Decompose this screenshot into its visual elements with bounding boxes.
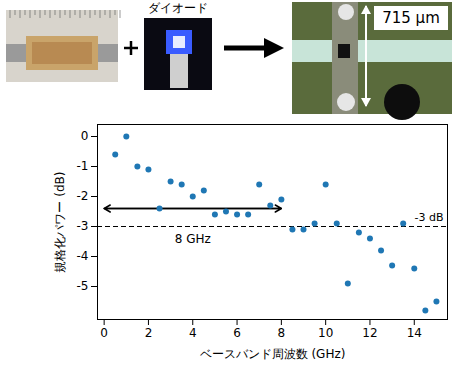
svg-text:-3 dB: -3 dB — [415, 211, 444, 224]
svg-text:-2: -2 — [77, 189, 89, 203]
svg-text:2: 2 — [145, 326, 153, 340]
svg-text:8 GHz: 8 GHz — [175, 232, 211, 246]
svg-text:0: 0 — [100, 326, 108, 340]
svg-text:4: 4 — [189, 326, 197, 340]
svg-text:8: 8 — [278, 326, 286, 340]
svg-text:0: 0 — [81, 129, 89, 143]
svg-text:-3: -3 — [77, 219, 89, 233]
svg-text:ダイオード: ダイオード — [148, 1, 208, 15]
svg-text:-1: -1 — [77, 159, 89, 173]
svg-text:10: 10 — [318, 326, 333, 340]
svg-text:-4: -4 — [77, 249, 89, 263]
svg-text:715 µm: 715 µm — [382, 9, 440, 27]
svg-text:12: 12 — [362, 326, 377, 340]
svg-text:規格化パワー (dB): 規格化パワー (dB) — [53, 171, 67, 272]
svg-text:14: 14 — [407, 326, 422, 340]
svg-text:6: 6 — [233, 326, 241, 340]
svg-text:-5: -5 — [77, 279, 89, 293]
svg-text:ベースバンド周波数 (GHz): ベースバンド周波数 (GHz) — [200, 347, 346, 361]
